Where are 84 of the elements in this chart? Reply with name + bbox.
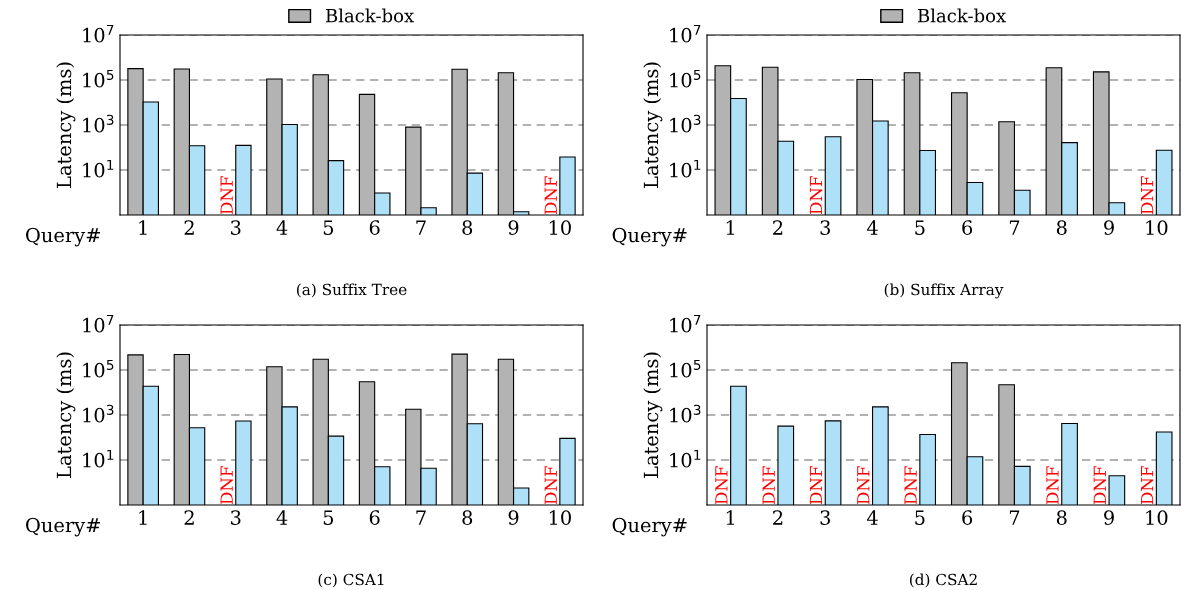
y-axis-title: Latency (ms) bbox=[643, 352, 663, 478]
x-tick-label: 6 bbox=[962, 510, 973, 525]
y-tick-label: 10$^{5}$ bbox=[83, 359, 114, 378]
x-tick-label: 4 bbox=[866, 510, 878, 525]
y-axis-title: Latency (ms) bbox=[56, 62, 76, 188]
y-tick-label: 10$^{3}$ bbox=[83, 114, 114, 133]
x-tick-label: 7 bbox=[1009, 510, 1020, 525]
annotation: DNF bbox=[762, 466, 775, 505]
x-tick-label: 1 bbox=[726, 220, 735, 235]
annotation: DNF bbox=[1140, 466, 1154, 505]
x-tick-label: 9 bbox=[1104, 220, 1114, 235]
x-tick-label: 10 bbox=[549, 220, 571, 235]
x-tick-label: 5 bbox=[915, 510, 925, 525]
x-tick-label: 3 bbox=[820, 510, 830, 525]
annotation: DNF bbox=[1046, 466, 1059, 505]
annotation: DNF bbox=[220, 176, 233, 215]
y-tick-label: 10$^{7}$ bbox=[83, 24, 114, 43]
x-tick-label: 10 bbox=[549, 510, 571, 525]
text: (d) CSA2 bbox=[909, 573, 977, 588]
x-tick-label: 9 bbox=[508, 220, 519, 235]
x-tick-label: 9 bbox=[1104, 510, 1114, 525]
text: (a) Suffix Tree bbox=[296, 283, 407, 298]
annotation: DNF bbox=[904, 466, 917, 505]
x-axis-title: Query# bbox=[26, 517, 100, 537]
x-tick-label: 10 bbox=[1146, 510, 1168, 525]
y-tick-label: 10$^{5}$ bbox=[670, 359, 701, 378]
x-tick-label: 6 bbox=[369, 510, 380, 525]
x-tick-label: 8 bbox=[1056, 220, 1067, 235]
x-tick-label: 3 bbox=[231, 220, 241, 235]
x-tick-label: 2 bbox=[184, 510, 194, 525]
x-tick-label: 3 bbox=[820, 220, 830, 235]
annotation: DNF bbox=[1140, 176, 1154, 215]
x-axis-title: Query# bbox=[26, 227, 100, 247]
x-tick-label: 5 bbox=[915, 220, 925, 235]
y-axis-title: Latency (ms) bbox=[56, 352, 76, 478]
y-tick-label: 10$^{3}$ bbox=[83, 404, 114, 423]
y-tick-label: 10$^{5}$ bbox=[83, 69, 114, 88]
annotation: DNF bbox=[809, 466, 823, 505]
x-tick-label: 1 bbox=[139, 220, 147, 235]
x-tick-label: 8 bbox=[1056, 510, 1067, 525]
x-tick-label: 4 bbox=[866, 220, 878, 235]
y-tick-label: 10$^{1}$ bbox=[83, 159, 114, 178]
annotation: DNF bbox=[809, 176, 823, 215]
x-axis-title: Query# bbox=[612, 227, 687, 247]
annotation: DNF bbox=[544, 466, 558, 505]
legend-label: Black-box bbox=[325, 8, 414, 23]
x-tick-label: 5 bbox=[323, 220, 334, 235]
x-tick-label: 4 bbox=[276, 510, 288, 525]
x-tick-label: 8 bbox=[462, 220, 473, 235]
x-tick-label: 7 bbox=[416, 220, 426, 235]
y-tick-label: 10$^{3}$ bbox=[670, 114, 701, 133]
y-tick-label: 10$^{7}$ bbox=[83, 314, 114, 333]
y-tick-label: 10$^{1}$ bbox=[670, 159, 701, 178]
x-tick-label: 1 bbox=[139, 510, 147, 525]
text: (b) Suffix Array bbox=[884, 283, 1004, 299]
annotation: DNF bbox=[857, 466, 870, 505]
x-tick-label: 9 bbox=[508, 510, 519, 525]
annotation: DNF bbox=[544, 176, 558, 215]
y-tick-label: 10$^{7}$ bbox=[670, 314, 701, 333]
y-tick-label: 10$^{5}$ bbox=[670, 69, 701, 88]
text: (c) CSA1 bbox=[318, 573, 384, 588]
x-tick-label: 1 bbox=[726, 510, 735, 525]
x-tick-label: 6 bbox=[369, 220, 380, 235]
annotation: DNF bbox=[715, 466, 728, 505]
x-tick-label: 6 bbox=[962, 220, 973, 235]
x-tick-label: 2 bbox=[773, 220, 783, 235]
y-tick-label: 10$^{1}$ bbox=[670, 449, 701, 468]
x-tick-label: 3 bbox=[231, 510, 241, 525]
legend-label: Black-box bbox=[917, 8, 1006, 23]
y-tick-label: 10$^{1}$ bbox=[83, 449, 114, 468]
x-tick-label: 2 bbox=[773, 510, 783, 525]
x-axis-title: Query# bbox=[612, 517, 687, 537]
x-tick-label: 4 bbox=[276, 220, 288, 235]
annotation: DNF bbox=[220, 466, 233, 505]
x-tick-label: 7 bbox=[1009, 220, 1020, 235]
x-tick-label: 2 bbox=[184, 220, 194, 235]
x-tick-label: 8 bbox=[462, 510, 473, 525]
annotation: DNF bbox=[1093, 466, 1107, 505]
y-axis-title: Latency (ms) bbox=[643, 62, 663, 188]
x-tick-label: 10 bbox=[1146, 220, 1168, 235]
y-tick-label: 10$^{7}$ bbox=[670, 24, 701, 43]
x-tick-label: 7 bbox=[416, 510, 426, 525]
y-tick-label: 10$^{3}$ bbox=[670, 404, 701, 423]
x-tick-label: 5 bbox=[323, 510, 334, 525]
